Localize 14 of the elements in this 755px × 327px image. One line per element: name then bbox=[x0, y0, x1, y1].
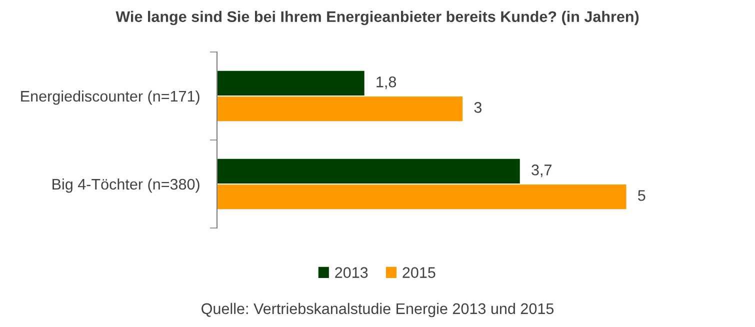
bar bbox=[217, 96, 463, 122]
legend-label: 2013 bbox=[335, 267, 368, 278]
data-label: 3 bbox=[474, 102, 482, 113]
legend-label: 2015 bbox=[402, 267, 436, 278]
bar bbox=[217, 158, 520, 184]
source-note: Quelle: Vertriebskanalstudie Energie 2013 und 2015 bbox=[202, 302, 554, 318]
chart-title: Wie lange sind Sie bei Ihrem Energieanbieter bereits Kunde? (in Jahren) bbox=[116, 10, 639, 26]
data-label: 1,8 bbox=[376, 76, 396, 90]
bar bbox=[217, 184, 626, 210]
data-label: 5 bbox=[638, 190, 646, 201]
data-label: 3,7 bbox=[532, 164, 552, 178]
y-tick-label: Big 4-Töchter (n=380) bbox=[52, 178, 200, 193]
bar bbox=[217, 70, 364, 96]
y-tick-label: Energiediscounter (n=171) bbox=[21, 90, 200, 105]
